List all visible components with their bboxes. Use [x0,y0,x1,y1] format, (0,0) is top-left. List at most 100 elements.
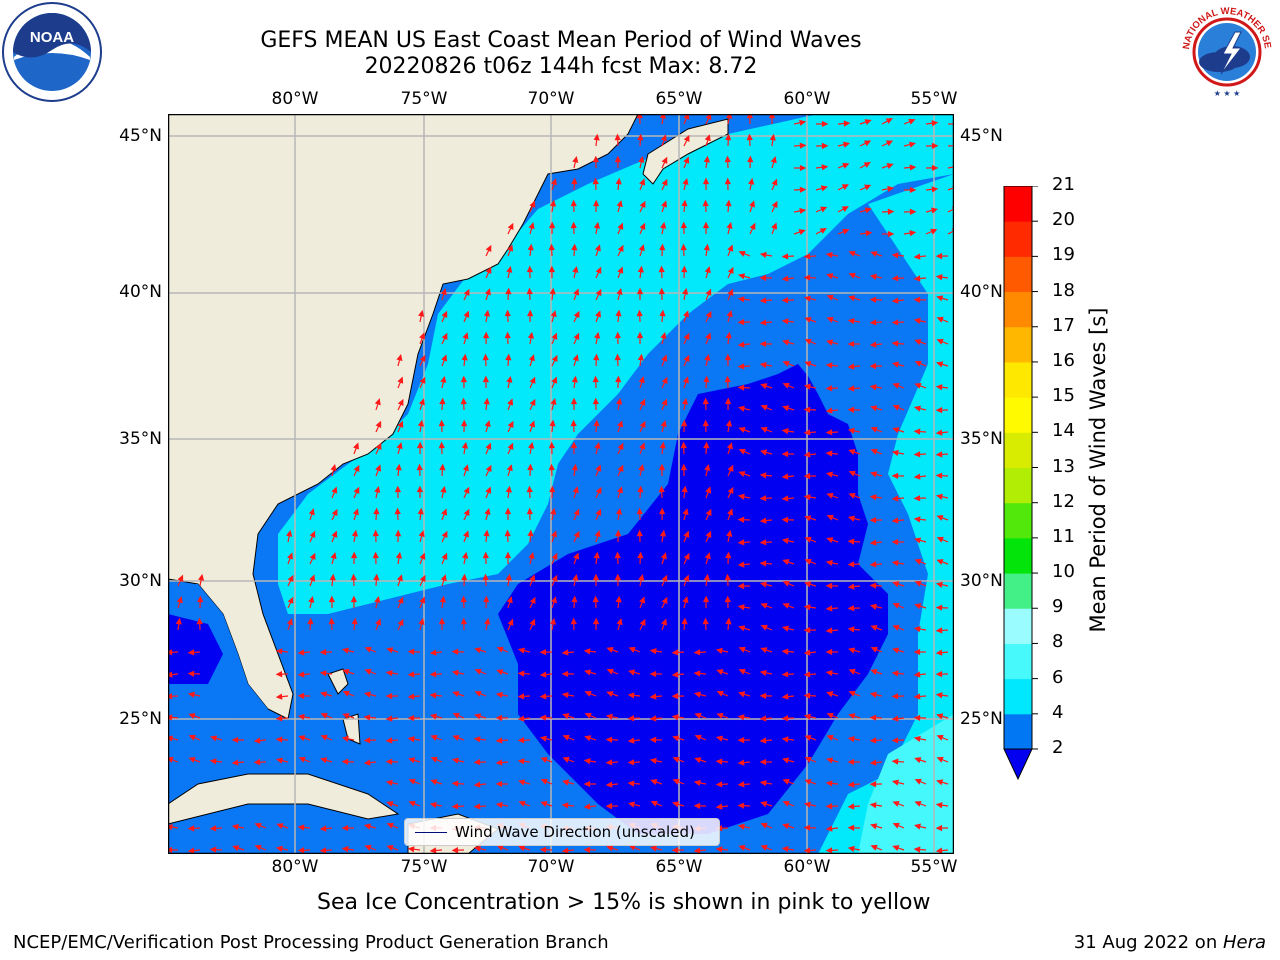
wind-wave-arrowhead [781,275,789,282]
wind-wave-arrowhead [197,595,204,603]
wind-wave-arrowhead [209,758,217,765]
wind-wave-arrowhead [473,845,481,852]
wind-wave-arrowhead [418,617,425,626]
wind-wave-arrowhead [715,647,723,654]
wind-wave-arrowhead [913,253,921,260]
wind-wave-arrowhead [429,692,437,699]
wind-wave-arrowhead [821,120,829,128]
wind-wave-arrowhead [781,845,789,853]
wind-wave-arrowhead [825,429,833,436]
wind-wave-arrowhead [737,737,745,744]
wind-wave-arrowhead [517,670,525,677]
wind-wave-arrowhead [737,493,745,500]
wind-wave-arrowhead [935,604,943,611]
wind-wave-arrowhead [703,155,710,163]
wind-wave-arrowhead [416,441,424,449]
wind-wave-arrowhead [781,671,789,678]
lon-label-top-55w: 55°W [910,89,958,109]
wind-wave-arrowhead [550,178,557,186]
period-band-6-8 [858,714,954,854]
wind-wave-arrowhead [803,627,811,634]
wind-wave-arrowhead [869,582,877,589]
wind-wave-arrowhead [660,134,667,142]
wind-wave-arrowhead [693,691,702,698]
wind-wave-arrowhead [847,318,855,325]
land-us [168,114,639,720]
wind-wave-arrowhead [847,781,855,788]
wind-wave-arrowhead [671,714,679,721]
wind-wave-arrowhead [820,206,828,213]
colorbar-segment [1004,713,1032,750]
wind-wave-arrowhead [935,649,943,656]
wind-wave-arrowhead [614,573,622,581]
wind-wave-arrowhead [825,407,833,414]
wind-wave-arrowhead [397,420,404,428]
wind-wave-arrowhead [526,265,534,273]
wind-wave-arrowhead [628,646,636,653]
wind-wave-arrowhead [842,228,850,235]
wind-wave-arrowhead [892,602,900,609]
wind-wave-arrowhead [474,647,482,654]
wind-wave-arrowhead [825,385,833,392]
wind-wave-arrowhead [760,844,768,851]
wind-wave-arrowhead [527,309,534,317]
wind-wave-arrowhead [704,463,711,471]
wind-wave-arrowhead [187,825,195,832]
wind-wave-arrowhead [908,141,917,148]
wind-wave-arrowhead [847,515,856,522]
wind-wave-arrowhead [803,383,811,390]
wind-wave-arrowhead [407,736,415,743]
wind-wave-arrowhead [660,331,667,340]
wind-wave-arrowhead [661,178,668,186]
colorbar-tick-label: 11 [1052,525,1075,547]
wind-wave-arrowhead [864,207,872,214]
wind-wave-arrowhead [595,266,602,274]
wind-wave-arrowhead [330,463,337,472]
wind-wave-arrowhead [583,758,591,765]
wind-wave-arrowhead [869,737,877,744]
wind-wave-arrowhead [681,419,688,427]
wind-wave-arrowhead [892,581,900,588]
wind-wave-arrowhead [649,648,657,655]
wind-wave-arrowhead [209,846,217,853]
wind-wave-arrowhead [913,275,921,282]
wind-wave-arrowhead [847,406,855,413]
footer-right: 31 Aug 2022 on Hera [1074,932,1266,953]
wind-wave-arrowhead [760,801,768,808]
wind-wave-arrowhead [461,441,469,449]
wind-wave-arrowhead [606,845,614,852]
wind-wave-arrowhead [799,164,807,172]
wind-wave-arrowhead [727,266,734,275]
wind-wave-arrowhead [782,405,790,412]
wind-wave-arrowhead [548,441,555,449]
wind-wave-arrowhead [386,647,394,654]
wind-wave-arrowhead [351,529,359,537]
wind-wave-arrowhead [386,801,394,807]
wind-wave-arrowhead [548,221,556,229]
wind-wave-arrowhead [891,715,899,722]
wind-wave-arrowhead [329,573,336,581]
wind-wave-arrowhead [661,618,667,626]
wind-wave-arrowhead [286,529,293,537]
wind-wave-arrowhead [583,780,591,788]
wind-wave-arrowhead [661,574,668,582]
wind-wave-arrowhead [551,376,558,384]
wind-wave-arrowhead [737,363,745,370]
wind-wave-arrowhead [738,646,746,653]
wind-wave-arrowhead [725,419,733,427]
wind-wave-arrowhead [507,618,514,626]
colorbar-tick-label: 12 [1052,490,1075,512]
wind-wave-arrowhead [408,778,416,785]
wind-wave-arrowhead [573,508,580,516]
wind-wave-arrowhead [825,648,833,656]
wind-wave-arrowhead [804,338,812,345]
wind-wave-arrowhead [681,485,688,493]
wind-wave-arrowhead [639,442,646,450]
wind-wave-arrowhead [848,713,856,720]
wind-wave-map [168,114,954,854]
wind-wave-arrowhead [847,340,855,348]
wind-wave-arrowhead [571,595,578,603]
colorbar [1003,186,1038,781]
wind-wave-arrowhead [913,846,921,853]
wind-wave-arrowhead [724,177,731,185]
